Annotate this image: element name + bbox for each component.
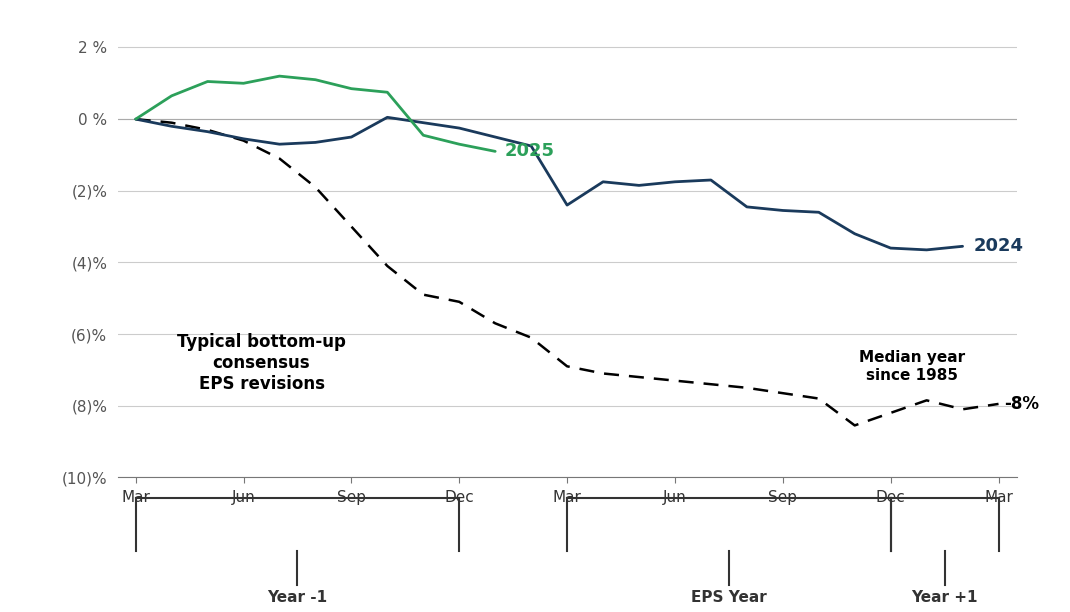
Text: Year -1: Year -1 — [268, 590, 327, 605]
Text: Median year
since 1985: Median year since 1985 — [859, 350, 965, 382]
Text: -8%: -8% — [1004, 395, 1039, 413]
Text: EPS Year: EPS Year — [691, 590, 767, 605]
Text: Typical bottom-up
consensus
EPS revisions: Typical bottom-up consensus EPS revision… — [177, 333, 346, 392]
Text: 2024: 2024 — [974, 237, 1023, 255]
Text: Year +1: Year +1 — [912, 590, 978, 605]
Text: 2025: 2025 — [504, 143, 554, 160]
